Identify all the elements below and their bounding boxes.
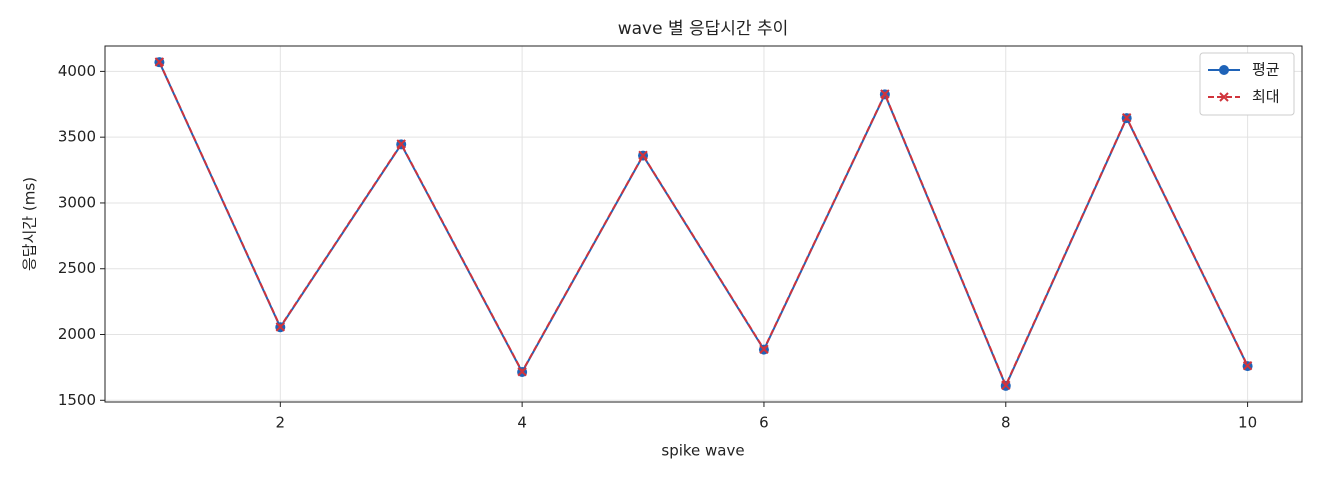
x-tick-label: 8: [1001, 414, 1011, 432]
marker: [1121, 112, 1132, 123]
marker: [880, 89, 890, 99]
y-tick-label: 4000: [58, 62, 96, 80]
data-line: [158, 61, 1249, 389]
x-tick-label: 6: [759, 414, 769, 432]
x-tick-label: 10: [1238, 414, 1257, 432]
y-tick-label: 2000: [58, 325, 96, 343]
y-axis-label: 응답시간 (ms): [21, 177, 39, 271]
marker: [638, 150, 648, 161]
legend-box: [1199, 52, 1295, 116]
marker: [154, 57, 165, 67]
chart-title: wave 별 응답시간 추이: [618, 19, 789, 39]
x-tick-label: 2: [276, 414, 286, 432]
legend-marker: [1219, 65, 1229, 75]
y-tick-label: 3500: [58, 128, 96, 146]
y-tick-label: 1500: [58, 391, 96, 409]
y-tick-label: 3000: [58, 193, 96, 211]
legend-label: 최대: [1252, 88, 1280, 106]
marker: [1001, 380, 1011, 390]
marker: [517, 366, 527, 377]
x-axis-label: spike wave: [661, 442, 744, 460]
marker: [1242, 360, 1253, 371]
y-tick-label: 2500: [58, 259, 96, 277]
marker: [275, 322, 286, 332]
plot-frame: [104, 45, 1303, 403]
legend-marker: [1219, 92, 1229, 102]
x-tick-label: 4: [517, 414, 527, 432]
data-line: [158, 61, 1249, 388]
legend-label: 평균: [1252, 61, 1280, 79]
marker: [759, 344, 769, 354]
marker: [396, 139, 406, 149]
